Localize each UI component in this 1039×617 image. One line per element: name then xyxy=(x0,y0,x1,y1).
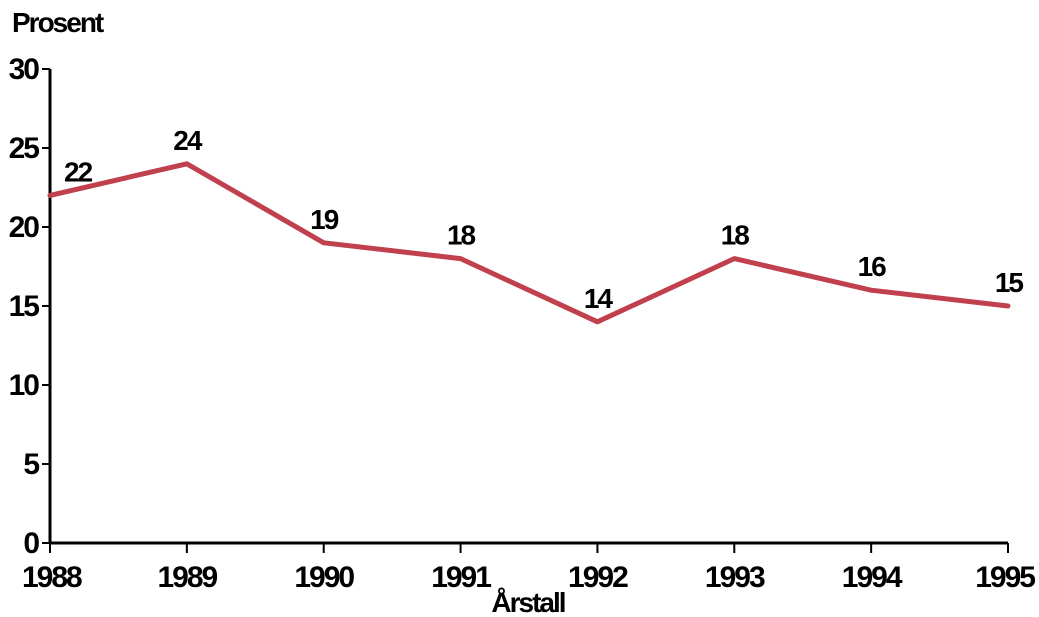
data-label: 15 xyxy=(995,267,1024,298)
x-tick-label: 1995 xyxy=(975,561,1035,594)
series-layer xyxy=(47,161,1011,325)
data-label: 14 xyxy=(584,283,614,314)
data-label: 18 xyxy=(721,220,750,251)
data-label: 24 xyxy=(173,125,203,156)
series-line xyxy=(47,161,1011,325)
y-tick-label: 15 xyxy=(9,290,40,323)
x-tick-label: 1990 xyxy=(294,561,354,594)
x-tick-label: 1988 xyxy=(22,561,82,594)
data-label: 16 xyxy=(858,251,887,282)
y-tick-label: 20 xyxy=(9,211,40,244)
x-axis-title: Årstall xyxy=(491,587,564,617)
x-axis: 1988 1989 1990 1991 1992 1993 1994 1995 xyxy=(22,543,1037,594)
y-tick-label: 10 xyxy=(9,369,40,402)
data-label: 22 xyxy=(64,156,93,187)
y-tick-label: 5 xyxy=(23,448,39,481)
y-axis-title: Prosent xyxy=(12,7,104,38)
data-label: 19 xyxy=(310,204,339,235)
y-axis: 0 5 10 15 20 25 30 xyxy=(9,53,50,560)
y-tick-label: 25 xyxy=(9,132,40,165)
x-tick-label: 1992 xyxy=(568,561,628,594)
x-tick-label: 1994 xyxy=(842,561,903,594)
data-label: 18 xyxy=(447,220,476,251)
y-tick-label: 30 xyxy=(9,53,40,86)
y-tick-label: 0 xyxy=(23,527,39,560)
x-tick-label: 1993 xyxy=(705,561,765,594)
x-tick-label: 1991 xyxy=(431,561,491,594)
data-labels: 22 24 19 18 14 18 16 15 xyxy=(64,125,1025,314)
x-tick-label: 1989 xyxy=(157,561,217,594)
